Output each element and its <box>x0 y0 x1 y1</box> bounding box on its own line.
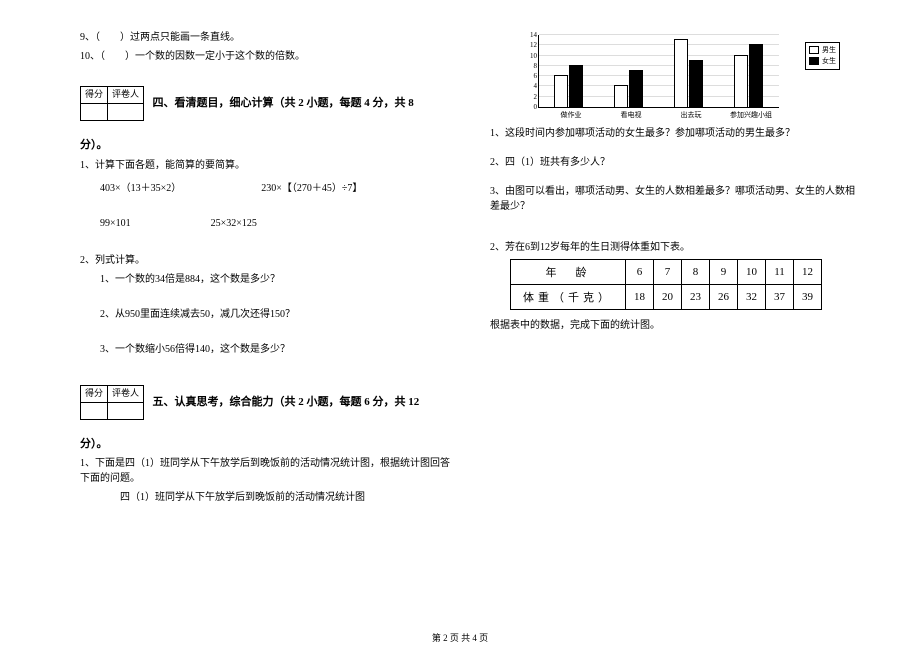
legend-item: 男生 <box>809 45 836 55</box>
ytick: 8 <box>523 62 537 70</box>
s5-q1-sub: 四（1）班同学从下午放学后到晚饭前的活动情况统计图 <box>120 490 450 505</box>
table-cell: 6 <box>626 260 654 285</box>
ytick: 12 <box>523 41 537 49</box>
ytick: 0 <box>523 103 537 111</box>
table-cell: 年 龄 <box>511 260 626 285</box>
bar-group <box>663 39 713 108</box>
section-5-tail: 分）。 <box>80 436 450 453</box>
score-box-2: 得分 评卷人 <box>80 385 144 420</box>
chart-bars <box>538 36 778 108</box>
grader-label: 评卷人 <box>108 87 144 104</box>
table-cell: 18 <box>626 285 654 310</box>
legend-item: 女生 <box>809 56 836 66</box>
table-cell: 32 <box>738 285 766 310</box>
bar <box>689 60 703 108</box>
legend-swatch-boys <box>809 46 819 54</box>
chart-q3: 3、由图可以看出，哪项活动男、女生的人数相差最多？哪项活动男、女生的人数相差最少… <box>490 184 860 214</box>
page-footer: 第 2 页 共 4 页 <box>0 631 920 644</box>
bar <box>734 55 748 108</box>
table-cell: 体重（千克） <box>511 285 626 310</box>
bar <box>629 70 643 108</box>
question-10: 10、（ ）一个数的因数一定小于这个数的倍数。 <box>80 49 450 64</box>
bar-group <box>723 44 773 108</box>
bar-group <box>603 70 653 108</box>
calc-a2: 230×【（270＋45）÷7】 <box>261 179 362 194</box>
table-cell: 7 <box>654 260 682 285</box>
bar-group <box>543 65 593 108</box>
bar <box>674 39 688 108</box>
xtick: 出去玩 <box>666 110 716 120</box>
table-cell: 12 <box>794 260 822 285</box>
calc-a1: 403×（13＋35×2） <box>100 179 181 194</box>
legend-swatch-girls <box>809 57 819 65</box>
s4-p2-1: 1、一个数的34倍是884，这个数是多少？ <box>100 272 450 287</box>
xtick: 参加兴趣小组 <box>726 110 776 120</box>
question-9: 9、（ ）过两点只能画一条直线。 <box>80 30 450 45</box>
calc-b2: 25×32×125 <box>211 218 257 229</box>
chart-q2: 2、四（1）班共有多少人？ <box>490 155 860 170</box>
s5-q1: 1、下面是四（1）班同学从下午放学后到晚饭前的活动情况统计图，根据统计图回答下面… <box>80 456 450 486</box>
score-label: 得分 <box>81 87 108 104</box>
calc-b1: 99×101 <box>100 218 131 229</box>
calc-row-1: 403×（13＋35×2） 230×【（270＋45）÷7】 <box>100 179 450 194</box>
table-cell: 9 <box>710 260 738 285</box>
s4-p2: 2、列式计算。 <box>80 253 450 268</box>
table-cell: 23 <box>682 285 710 310</box>
table-cell: 10 <box>738 260 766 285</box>
table-data-row: 体重（千克）18202326323739 <box>511 285 822 310</box>
ytick: 2 <box>523 93 537 101</box>
section-5-header: 得分 评卷人 五、认真思考，综合能力（共 2 小题，每题 6 分，共 12 <box>80 385 450 420</box>
table-cell: 8 <box>682 260 710 285</box>
ytick: 10 <box>523 52 537 60</box>
bar <box>614 85 628 108</box>
ytick: 4 <box>523 82 537 90</box>
xtick: 做作业 <box>546 110 596 120</box>
legend-label-girls: 女生 <box>822 56 836 66</box>
activity-bar-chart: 0 2 4 6 8 10 12 14 男生 女生 做作业看电视出去玩参加兴趣小组 <box>520 30 840 120</box>
section-5-title: 五、认真思考，综合能力（共 2 小题，每题 6 分，共 12 <box>153 395 420 407</box>
left-column: 9、（ ）过两点只能画一条直线。 10、（ ）一个数的因数一定小于这个数的倍数。… <box>80 30 450 509</box>
table-head-row: 年 龄6789101112 <box>511 260 822 285</box>
section-4-tail: 分）。 <box>80 137 450 154</box>
section-4-header: 得分 评卷人 四、看清题目，细心计算（共 2 小题，每题 4 分，共 8 <box>80 86 450 121</box>
weight-table: 年 龄6789101112 体重（千克）18202326323739 <box>510 259 822 310</box>
bar <box>569 65 583 108</box>
s4-p1: 1、计算下面各题，能简算的要简算。 <box>80 158 450 173</box>
section-4-title: 四、看清题目，细心计算（共 2 小题，每题 4 分，共 8 <box>153 97 414 109</box>
s5-q2-tail: 根据表中的数据，完成下面的统计图。 <box>490 318 860 333</box>
table-cell: 11 <box>766 260 794 285</box>
ytick: 6 <box>523 72 537 80</box>
chart-legend: 男生 女生 <box>805 42 840 70</box>
ytick: 14 <box>523 31 537 39</box>
bar <box>554 75 568 108</box>
table-cell: 20 <box>654 285 682 310</box>
right-column: 0 2 4 6 8 10 12 14 男生 女生 做作业看电视出去玩参加兴趣小组 1、这段时间… <box>490 30 860 509</box>
table-cell: 37 <box>766 285 794 310</box>
xtick: 看电视 <box>606 110 656 120</box>
bar <box>749 44 763 108</box>
chart-q1: 1、这段时间内参加哪项活动的女生最多？参加哪项活动的男生最多？ <box>490 126 860 141</box>
score-box: 得分 评卷人 <box>80 86 144 121</box>
legend-label-boys: 男生 <box>822 45 836 55</box>
s4-p2-3: 3、一个数缩小56倍得140，这个数是多少？ <box>100 342 450 357</box>
s5-q2: 2、芳在6到12岁每年的生日测得体重如下表。 <box>490 240 860 255</box>
table-cell: 39 <box>794 285 822 310</box>
calc-row-2: 99×101 25×32×125 <box>100 218 450 229</box>
table-cell: 26 <box>710 285 738 310</box>
s4-p2-2: 2、从950里面连续减去50，减几次还得150？ <box>100 307 450 322</box>
